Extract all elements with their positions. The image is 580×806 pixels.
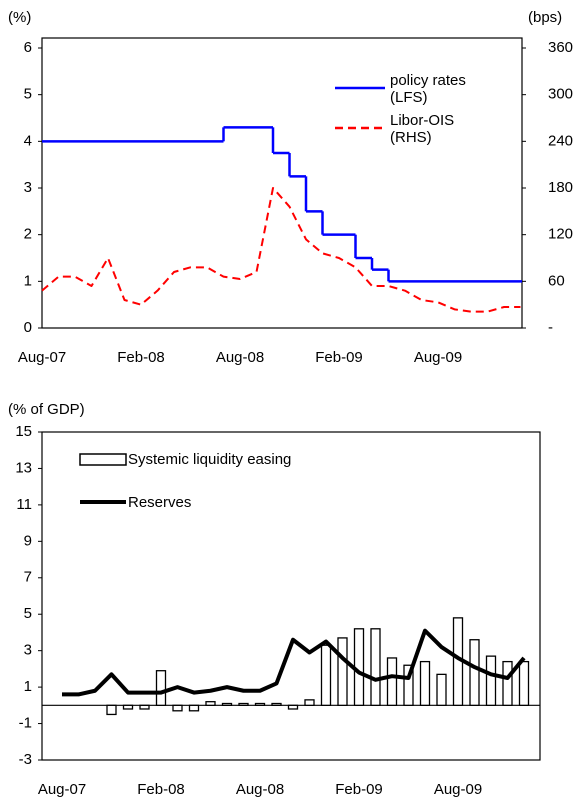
x-tick-label: Feb-09 [335, 781, 383, 798]
y2-tick-label: - [548, 319, 553, 336]
legend-label: Reserves [128, 494, 192, 511]
legend-label: Libor-OIS (RHS) [390, 112, 455, 146]
bar [370, 628, 381, 706]
x-tick-label: Aug-08 [236, 781, 284, 798]
bar [205, 701, 216, 706]
bar [172, 704, 183, 712]
series-line [41, 187, 521, 313]
y-tick-label: 4 [24, 132, 32, 149]
y-tick-label: 3 [24, 179, 32, 196]
bar [287, 704, 299, 710]
y-tick-label: 0 [24, 319, 32, 336]
bar [320, 644, 332, 706]
y-tick-label: 6 [24, 39, 32, 56]
bar [469, 639, 480, 706]
bar [106, 704, 117, 716]
y2-tick-label: 240 [548, 132, 573, 149]
y-tick-label: 3 [24, 642, 32, 659]
y2-tick-label: 360 [548, 39, 573, 56]
series-line [62, 628, 526, 697]
y-tick-label: 7 [24, 569, 32, 586]
bar [419, 660, 431, 706]
y-tick-label: 5 [24, 605, 32, 622]
y2-tick-label: 300 [548, 86, 573, 103]
bar [238, 702, 249, 706]
y-axis-label: (%) [8, 9, 31, 26]
bar [271, 702, 282, 706]
x-tick-label: Aug-09 [434, 781, 482, 798]
bar [386, 657, 398, 706]
plot-frame [41, 431, 541, 761]
y2-tick-label: 60 [548, 272, 565, 289]
bar [304, 699, 315, 706]
x-tick-label: Aug-07 [18, 349, 66, 366]
x-tick-label: Feb-08 [137, 781, 185, 798]
y2-tick-label: 180 [548, 179, 573, 196]
x-tick-label: Aug-07 [38, 781, 86, 798]
x-tick-label: Aug-09 [414, 349, 462, 366]
y2-tick-label: 120 [548, 226, 573, 243]
y-tick-label: 5 [24, 86, 32, 103]
y-tick-label: 1 [24, 272, 32, 289]
bar [139, 704, 150, 710]
bar [518, 660, 530, 706]
y-tick-label: 1 [24, 678, 32, 695]
bar [221, 702, 233, 706]
bar [436, 673, 447, 706]
y-axis-label: (% of GDP) [8, 401, 85, 418]
y-tick-label: 11 [16, 496, 32, 513]
bar [155, 670, 167, 706]
y-tick-label: 15 [15, 423, 32, 440]
y-tick-label: -1 [19, 715, 32, 732]
y2-axis-label: (bps) [528, 9, 562, 26]
x-tick-label: Feb-08 [117, 349, 165, 366]
y-tick-label: -3 [19, 751, 32, 768]
x-tick-label: Feb-09 [315, 349, 363, 366]
bar [403, 664, 414, 706]
bar [353, 628, 365, 706]
bar [502, 660, 513, 706]
legend-label: policy rates (LFS) [390, 72, 466, 106]
y-tick-label: 13 [15, 459, 32, 476]
bar [485, 655, 497, 706]
plot-frame [41, 37, 523, 329]
legend-label: Systemic liquidity easing [128, 451, 292, 468]
y-tick-label: 2 [24, 226, 32, 243]
bar [188, 704, 200, 712]
bar [122, 704, 134, 710]
legend-swatch [79, 453, 127, 466]
y-tick-label: 9 [24, 532, 32, 549]
x-tick-label: Aug-08 [216, 349, 264, 366]
bar [254, 702, 266, 706]
bar [337, 637, 348, 706]
